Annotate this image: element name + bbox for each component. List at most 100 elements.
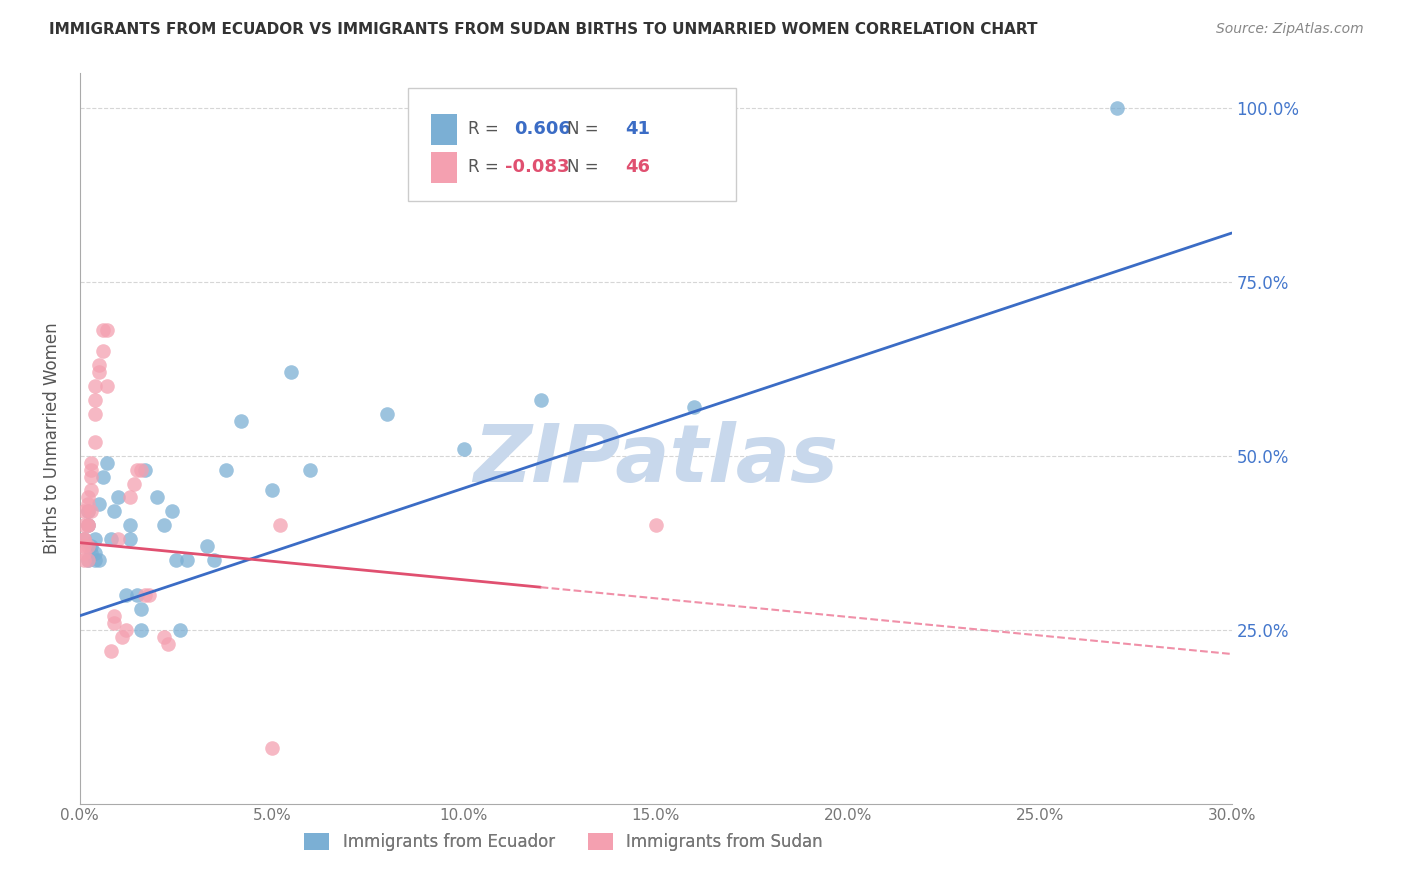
Point	[453, 442, 475, 456]
Point	[73, 504, 96, 518]
Point	[103, 504, 125, 518]
Point	[127, 588, 149, 602]
Point	[153, 630, 176, 644]
Point	[131, 623, 153, 637]
FancyBboxPatch shape	[432, 152, 457, 183]
Point	[107, 532, 129, 546]
Point	[76, 553, 98, 567]
Point	[260, 741, 283, 756]
Point	[73, 539, 96, 553]
Point	[76, 491, 98, 505]
Point	[375, 407, 398, 421]
Point	[115, 588, 138, 602]
Point	[80, 456, 103, 470]
Point	[100, 532, 122, 546]
Point	[73, 532, 96, 546]
Point	[76, 518, 98, 533]
Point	[100, 643, 122, 657]
Point	[269, 518, 291, 533]
Point	[76, 518, 98, 533]
FancyBboxPatch shape	[408, 87, 737, 201]
Point	[73, 532, 96, 546]
Point	[231, 414, 253, 428]
Point	[73, 532, 96, 546]
Point	[80, 469, 103, 483]
Point	[103, 615, 125, 630]
Point	[134, 462, 156, 476]
Point	[195, 539, 218, 553]
Point	[76, 504, 98, 518]
Point	[115, 623, 138, 637]
Point	[138, 588, 160, 602]
Point	[76, 518, 98, 533]
Point	[87, 497, 110, 511]
Text: IMMIGRANTS FROM ECUADOR VS IMMIGRANTS FROM SUDAN BIRTHS TO UNMARRIED WOMEN CORRE: IMMIGRANTS FROM ECUADOR VS IMMIGRANTS FR…	[49, 22, 1038, 37]
Point	[299, 462, 322, 476]
Point	[103, 608, 125, 623]
Point	[84, 379, 107, 393]
Point	[76, 539, 98, 553]
Point	[80, 483, 103, 498]
Text: 0.606: 0.606	[515, 120, 571, 138]
Point	[131, 601, 153, 615]
Point	[91, 323, 114, 337]
Point	[80, 504, 103, 518]
Point	[118, 532, 141, 546]
Point	[91, 344, 114, 359]
Point	[76, 504, 98, 518]
Y-axis label: Births to Unmarried Women: Births to Unmarried Women	[44, 323, 60, 554]
Point	[530, 392, 553, 407]
Point	[215, 462, 238, 476]
Point	[96, 456, 118, 470]
Point	[134, 588, 156, 602]
Point	[118, 491, 141, 505]
Legend: Immigrants from Ecuador, Immigrants from Sudan: Immigrants from Ecuador, Immigrants from…	[298, 826, 830, 857]
Point	[107, 491, 129, 505]
Point	[160, 504, 183, 518]
Point	[683, 400, 706, 414]
Point	[91, 469, 114, 483]
Text: ZIPatlas: ZIPatlas	[474, 421, 838, 500]
Point	[73, 518, 96, 533]
Text: R =: R =	[468, 158, 505, 177]
Point	[80, 539, 103, 553]
Text: 41: 41	[624, 120, 650, 138]
Point	[131, 462, 153, 476]
Point	[87, 365, 110, 379]
Point	[84, 532, 107, 546]
Point	[153, 518, 176, 533]
Point	[80, 462, 103, 476]
Point	[111, 630, 134, 644]
Point	[280, 365, 302, 379]
Point	[122, 476, 145, 491]
Text: N =: N =	[567, 158, 605, 177]
Point	[145, 491, 167, 505]
Point	[644, 518, 666, 533]
Point	[96, 323, 118, 337]
Point	[73, 546, 96, 560]
Point	[76, 497, 98, 511]
Text: N =: N =	[567, 120, 605, 138]
Text: -0.083: -0.083	[505, 158, 569, 177]
Point	[157, 636, 180, 650]
Point	[84, 553, 107, 567]
Point	[260, 483, 283, 498]
Point	[176, 553, 198, 567]
Point	[202, 553, 225, 567]
Point	[169, 623, 191, 637]
Point	[84, 546, 107, 560]
Text: R =: R =	[468, 120, 505, 138]
Point	[76, 553, 98, 567]
FancyBboxPatch shape	[432, 114, 457, 145]
Point	[84, 407, 107, 421]
Text: Source: ZipAtlas.com: Source: ZipAtlas.com	[1216, 22, 1364, 37]
Point	[127, 462, 149, 476]
Point	[1105, 101, 1128, 115]
Point	[84, 392, 107, 407]
Point	[118, 518, 141, 533]
Point	[84, 434, 107, 449]
Point	[80, 546, 103, 560]
Point	[87, 358, 110, 372]
Point	[165, 553, 187, 567]
Point	[96, 379, 118, 393]
